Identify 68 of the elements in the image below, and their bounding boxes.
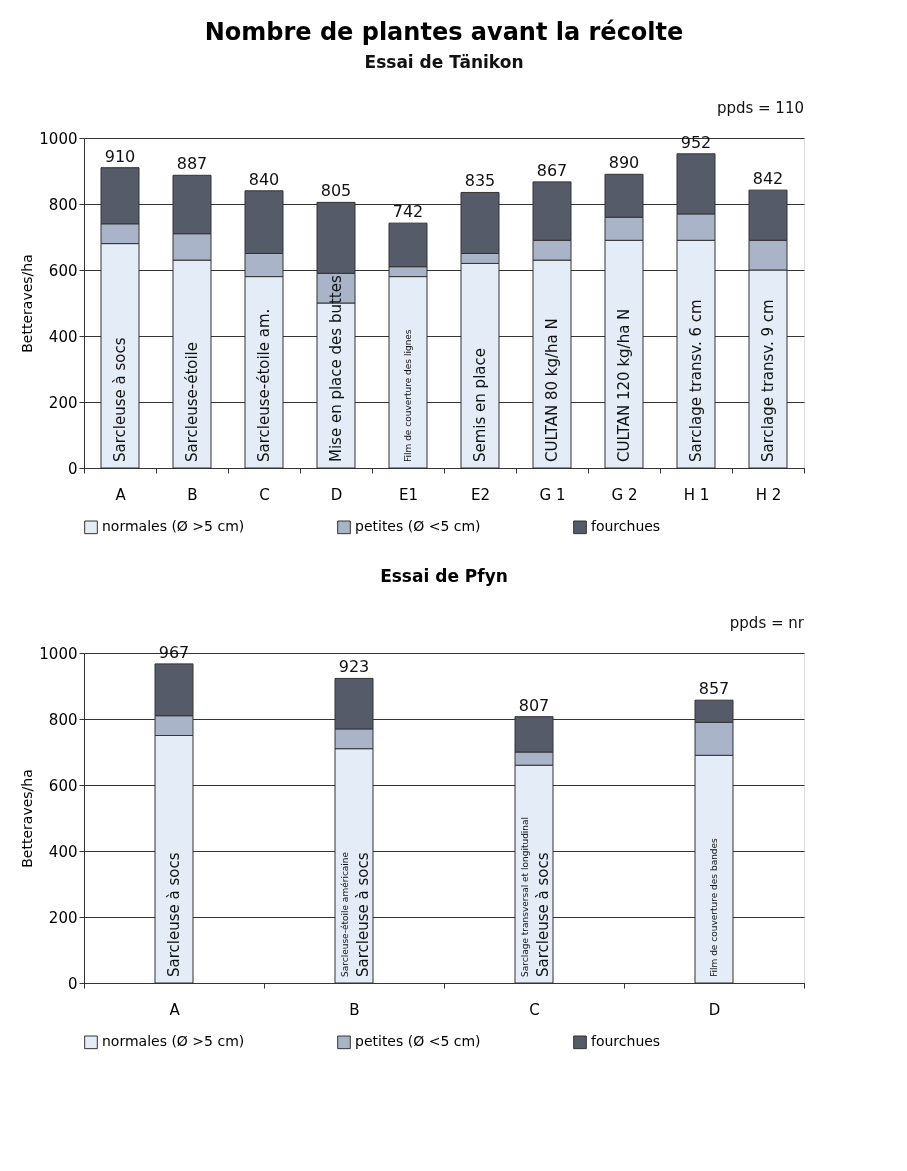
chart-title: Essai de Pfyn xyxy=(380,566,508,586)
total-label: 840 xyxy=(248,169,280,189)
annotation: Sarcleuse à socs xyxy=(165,852,183,977)
x-tick-label: H 1 xyxy=(683,485,710,504)
chart-subtitle: Essai de Tänikon xyxy=(364,52,524,72)
annotation: Sarcleuse à socs xyxy=(354,852,372,977)
x-tick-label: C xyxy=(529,1000,540,1019)
y-axis-title: Betteraves/ha xyxy=(19,769,36,868)
legend-label: petites (Ø <5 cm) xyxy=(355,518,481,535)
y-tick-label: 1000 xyxy=(39,644,78,663)
annotation: Sarcleuse à socs xyxy=(534,852,552,977)
y-tick-label: 200 xyxy=(48,393,78,412)
y-tick-label: 1000 xyxy=(39,129,78,148)
total-label: 923 xyxy=(338,657,370,677)
y-tick-label: 0 xyxy=(67,974,78,993)
y-axis-title: Betteraves/ha xyxy=(19,254,36,353)
annotation: Sarcleuse-étoile xyxy=(183,341,201,462)
total-label: 805 xyxy=(320,181,352,201)
y-tick-label: 800 xyxy=(48,195,78,214)
total-label: 867 xyxy=(536,160,568,180)
legend-label: fourchues xyxy=(591,518,661,535)
x-tick-label: B xyxy=(349,1000,360,1019)
annotation: Sarclage transversal et longitudinal xyxy=(520,816,530,977)
total-label: 857 xyxy=(698,679,730,699)
x-tick-label: D xyxy=(330,485,343,504)
annotation: Sarclage transv. 9 cm xyxy=(759,299,777,462)
y-tick-label: 200 xyxy=(48,908,78,927)
total-label: 910 xyxy=(104,146,136,166)
annotation: Film de couverture des bandes xyxy=(709,837,719,977)
annotation: Sarcleuse-étoile am. xyxy=(255,308,273,462)
total-label: 952 xyxy=(680,132,712,152)
y-tick-label: 0 xyxy=(67,459,78,478)
x-tick-label: A xyxy=(169,1000,181,1019)
y-tick-label: 400 xyxy=(48,842,78,861)
legend-label: normales (Ø >5 cm) xyxy=(102,1033,245,1050)
x-tick-label: E1 xyxy=(398,485,419,504)
annotation: CULTAN 120 kg/ha N xyxy=(615,308,633,462)
x-tick-label: E2 xyxy=(470,485,491,504)
total-label: 842 xyxy=(752,169,784,189)
total-label: 807 xyxy=(518,695,550,715)
annotation: CULTAN 80 kg/ha N xyxy=(543,318,561,462)
x-tick-label: A xyxy=(115,485,127,504)
x-tick-label: B xyxy=(187,485,198,504)
text: ppds = nr xyxy=(729,614,805,632)
annotation: Semis en place xyxy=(471,348,489,462)
y-tick-label: 600 xyxy=(48,261,78,280)
x-tick-label: G 1 xyxy=(539,485,566,504)
total-label: 890 xyxy=(608,153,640,173)
annotation: Sarclage transv. 6 cm xyxy=(687,299,705,462)
x-tick-label: C xyxy=(259,485,270,504)
y-tick-label: 800 xyxy=(48,710,78,729)
annotation: Mise en place des buttes xyxy=(327,275,345,462)
total-label: 835 xyxy=(464,171,496,191)
y-tick-label: 600 xyxy=(48,776,78,795)
chart-title: Nombre de plantes avant la récolte xyxy=(204,18,684,46)
total-label: 887 xyxy=(176,154,208,174)
annotation: Film de couverture des lignes xyxy=(403,329,413,462)
text: ppds = 110 xyxy=(716,99,804,117)
x-tick-label: H 2 xyxy=(755,485,782,504)
legend-label: fourchues xyxy=(591,1033,661,1050)
y-tick-label: 400 xyxy=(48,327,78,346)
annotation: Sarcleuse à socs xyxy=(111,337,129,462)
annotation: Sarcleuse-étoile américaine xyxy=(340,851,350,977)
x-tick-label: D xyxy=(708,1000,721,1019)
legend-label: normales (Ø >5 cm) xyxy=(102,518,245,535)
x-tick-label: G 2 xyxy=(611,485,638,504)
total-label: 742 xyxy=(392,202,424,222)
legend-label: petites (Ø <5 cm) xyxy=(355,1033,481,1050)
